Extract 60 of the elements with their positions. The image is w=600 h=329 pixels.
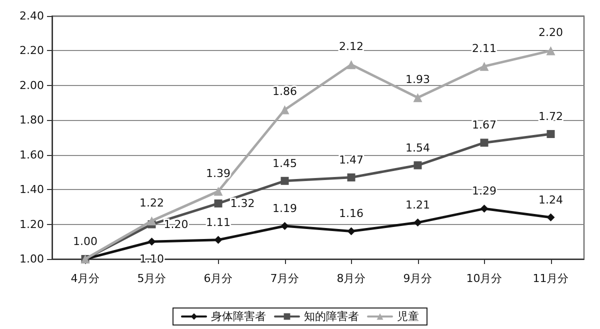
- data-label: 2.20: [538, 26, 563, 40]
- x-tick-label: 4月分: [70, 272, 100, 285]
- data-label: 1.21: [406, 198, 430, 212]
- x-tick-label: 11月分: [532, 272, 569, 285]
- point: [280, 222, 289, 230]
- data-label: 1.22: [140, 196, 164, 210]
- y-tick-label: 1.00: [20, 252, 44, 266]
- point: [148, 238, 156, 246]
- data-label: 1.47: [339, 153, 364, 166]
- data-label: 1.93: [406, 73, 430, 86]
- legend-label: 児童: [397, 310, 419, 323]
- x-tick-label: 8月分: [336, 272, 366, 285]
- y-tick-label: 1.80: [20, 114, 44, 127]
- point: [280, 105, 290, 114]
- data-label: 1.16: [339, 207, 364, 220]
- point: [214, 186, 223, 196]
- data-label: 1.24: [538, 193, 563, 206]
- x-tick-label: 10月分: [466, 272, 502, 285]
- point: [280, 176, 289, 185]
- point: [413, 93, 422, 102]
- x-tick-label: 6月分: [204, 272, 233, 285]
- point: [546, 130, 555, 138]
- data-label: 1.00: [73, 235, 98, 248]
- x-tick-label: 9月分: [403, 272, 432, 285]
- y-tick-label: 2.20: [20, 44, 44, 58]
- x-tick-label: 7月分: [270, 272, 300, 285]
- y-tick-label: 2.00: [20, 78, 44, 92]
- y-tick-label: 1.60: [20, 148, 44, 162]
- point: [546, 46, 556, 56]
- legend-label: 身体障害者: [211, 310, 266, 323]
- data-label: 1.19: [272, 202, 297, 216]
- point: [214, 236, 222, 244]
- data-label: 1.67: [472, 118, 496, 132]
- point: [480, 138, 488, 147]
- point: [214, 199, 222, 208]
- y-tick-label: 1.20: [20, 218, 44, 231]
- point: [480, 62, 489, 71]
- point: [414, 218, 422, 227]
- x-tick-label: 5月分: [137, 272, 166, 285]
- point: [480, 204, 488, 213]
- data-label: 1.45: [272, 156, 297, 170]
- point: [546, 213, 555, 222]
- data-label: 1.39: [206, 166, 230, 180]
- data-label: 1.11: [206, 216, 230, 229]
- point: [347, 227, 356, 236]
- data-label: 1.32: [230, 196, 255, 210]
- data-label: 1.86: [272, 85, 297, 98]
- data-label: 1.72: [538, 110, 563, 124]
- legend-label: 知的障害者: [304, 310, 359, 323]
- data-label: 2.11: [472, 42, 496, 55]
- data-label: 2.12: [339, 40, 364, 54]
- y-tick-label: 2.40: [20, 10, 44, 22]
- data-label: 1.29: [472, 184, 496, 198]
- point: [346, 60, 356, 70]
- point: [147, 216, 156, 226]
- y-tick-label: 1.40: [20, 183, 44, 196]
- data-label: 1.54: [406, 141, 430, 154]
- point: [414, 161, 422, 170]
- data-label: 1.20: [164, 218, 188, 231]
- point: [347, 173, 356, 182]
